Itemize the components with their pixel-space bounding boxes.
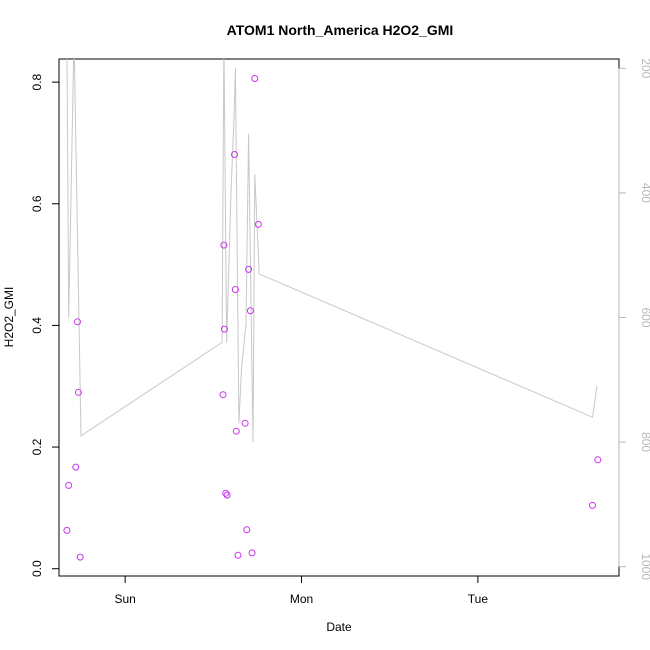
left-axis: 0.0 0.2 0.4 0.6 0.8 — [30, 73, 60, 577]
y-axis-label: H2O2_GMI — [2, 287, 16, 348]
left-axis-tick-label: 0.8 — [30, 73, 44, 90]
x-axis-tick-label: Tue — [468, 592, 489, 606]
data-point — [241, 419, 249, 427]
data-point — [74, 318, 81, 326]
data-point — [594, 456, 602, 464]
data-point — [220, 241, 228, 249]
left-axis-tick-label: 0.6 — [30, 195, 44, 212]
right-axis-tick-label: 400 — [639, 183, 650, 203]
data-point — [231, 151, 238, 158]
x-axis-tick-label: Sun — [114, 592, 135, 606]
left-axis-tick-label: 0.2 — [30, 438, 44, 455]
right-axis-tick-label: 800 — [639, 432, 650, 452]
data-point — [74, 388, 82, 396]
data-point — [223, 491, 231, 499]
data-point — [589, 501, 596, 509]
data-point — [245, 265, 253, 273]
pressure-series — [66, 59, 598, 443]
data-point — [222, 489, 230, 497]
left-axis-tick-label: 0.0 — [30, 560, 44, 577]
data-point — [234, 551, 242, 559]
x-axis-label: Date — [326, 620, 352, 634]
pressure-line — [66, 59, 598, 443]
data-point — [220, 325, 228, 333]
x-axis-tick-label: Mon — [290, 592, 313, 606]
data-point — [65, 481, 73, 489]
data-point — [254, 220, 262, 228]
data-point — [248, 549, 256, 557]
plot-frame — [58, 58, 620, 577]
data-point — [232, 427, 240, 435]
data-point — [63, 526, 71, 534]
right-axis-tick-label: 1000 — [639, 553, 650, 580]
data-point — [231, 286, 239, 293]
right-axis-tick-label: 200 — [639, 58, 650, 78]
data-point — [219, 391, 227, 399]
x-axis: Sun Mon Tue — [114, 575, 489, 606]
right-axis: 200 400 600 800 1000 — [618, 58, 650, 580]
h2o2-series — [63, 75, 602, 561]
data-point — [72, 463, 80, 471]
data-point — [243, 526, 251, 534]
left-axis-tick-label: 0.4 — [30, 317, 44, 334]
data-point — [76, 553, 84, 561]
data-point — [251, 75, 259, 82]
data-point — [246, 307, 254, 315]
right-axis-tick-label: 600 — [639, 307, 650, 327]
chart-title: ATOM1 North_America H2O2_GMI — [227, 22, 454, 38]
